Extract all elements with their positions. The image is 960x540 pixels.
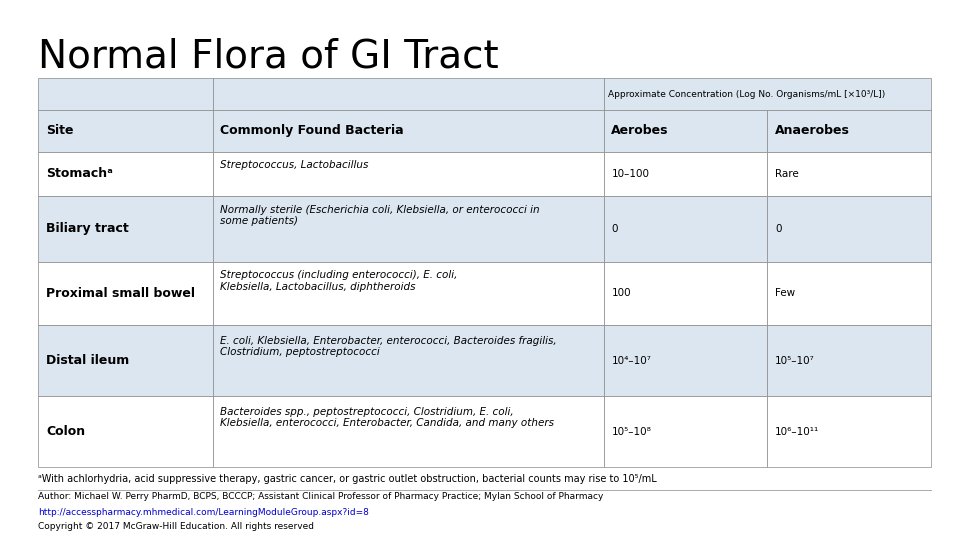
Text: http://accesspharmacy.mhmedical.com/LearningModuleGroup.aspx?id=8: http://accesspharmacy.mhmedical.com/Lear… [38, 508, 370, 517]
Text: Rare: Rare [775, 168, 799, 179]
Text: 10⁶–10¹¹: 10⁶–10¹¹ [775, 427, 820, 437]
Text: Biliary tract: Biliary tract [46, 222, 129, 235]
Bar [38, 195, 213, 262]
Text: 10–100: 10–100 [612, 168, 649, 179]
Bar [38, 152, 213, 195]
Text: Normal Flora of GI Tract: Normal Flora of GI Tract [38, 38, 499, 76]
Bar [213, 195, 604, 262]
Text: Normally sterile (Escherichia coli, Klebsiella, or enterococci in
some patients): Normally sterile (Escherichia coli, Kleb… [221, 205, 540, 226]
Bar [604, 195, 767, 262]
Text: Bacteroides spp., peptostreptococci, Clostridium, E. coli,
Klebsiella, enterococ: Bacteroides spp., peptostreptococci, Clo… [221, 407, 555, 428]
Text: Copyright © 2017 McGraw-Hill Education. All rights reserved: Copyright © 2017 McGraw-Hill Education. … [38, 522, 314, 531]
Bar [604, 152, 767, 195]
Text: Site: Site [46, 124, 74, 137]
Bar [213, 262, 604, 325]
Text: 0: 0 [775, 224, 781, 234]
Bar [767, 152, 931, 195]
Text: 0: 0 [612, 224, 618, 234]
Bar [213, 110, 604, 152]
Text: Approximate Concentration (Log No. Organisms/mL [×10³/L]): Approximate Concentration (Log No. Organ… [609, 90, 886, 99]
Text: Anaerobes: Anaerobes [775, 124, 850, 137]
Bar [38, 78, 213, 110]
Bar [767, 195, 931, 262]
Bar [38, 262, 213, 325]
Text: E. coli, Klebsiella, Enterobacter, enterococci, Bacteroides fragilis,
Clostridiu: E. coli, Klebsiella, Enterobacter, enter… [221, 336, 557, 357]
Text: Few: Few [775, 288, 795, 299]
Text: 10⁴–10⁷: 10⁴–10⁷ [612, 356, 651, 366]
Bar [38, 396, 213, 467]
Bar [213, 78, 604, 110]
Bar [38, 110, 213, 152]
Bar [604, 262, 767, 325]
Bar [767, 396, 931, 467]
Text: Streptococcus (including enterococci), E. coli,
Klebsiella, Lactobacillus, dipht: Streptococcus (including enterococci), E… [221, 270, 458, 292]
Text: 10⁵–10⁸: 10⁵–10⁸ [612, 427, 651, 437]
Text: Author: Michael W. Perry PharmD, BCPS, BCCCP; Assistant Clinical Professor of Ph: Author: Michael W. Perry PharmD, BCPS, B… [38, 492, 604, 502]
Bar [767, 110, 931, 152]
Text: 100: 100 [612, 288, 631, 299]
Bar [767, 262, 931, 325]
Text: 10⁵–10⁷: 10⁵–10⁷ [775, 356, 815, 366]
Text: Commonly Found Bacteria: Commonly Found Bacteria [221, 124, 404, 137]
Bar [604, 78, 931, 110]
Text: Streptococcus, Lactobacillus: Streptococcus, Lactobacillus [221, 160, 369, 170]
Text: Colon: Colon [46, 425, 85, 438]
Bar [38, 325, 213, 396]
Bar [604, 396, 767, 467]
Bar [604, 110, 767, 152]
Text: ᵃWith achlorhydria, acid suppressive therapy, gastric cancer, or gastric outlet : ᵃWith achlorhydria, acid suppressive the… [38, 474, 658, 484]
Bar [213, 325, 604, 396]
Bar [213, 396, 604, 467]
Text: Aerobes: Aerobes [612, 124, 669, 137]
Bar [604, 325, 767, 396]
Bar [213, 152, 604, 195]
Bar [767, 325, 931, 396]
Text: Proximal small bowel: Proximal small bowel [46, 287, 195, 300]
Text: Distal ileum: Distal ileum [46, 354, 130, 367]
Text: Stomachᵃ: Stomachᵃ [46, 167, 113, 180]
